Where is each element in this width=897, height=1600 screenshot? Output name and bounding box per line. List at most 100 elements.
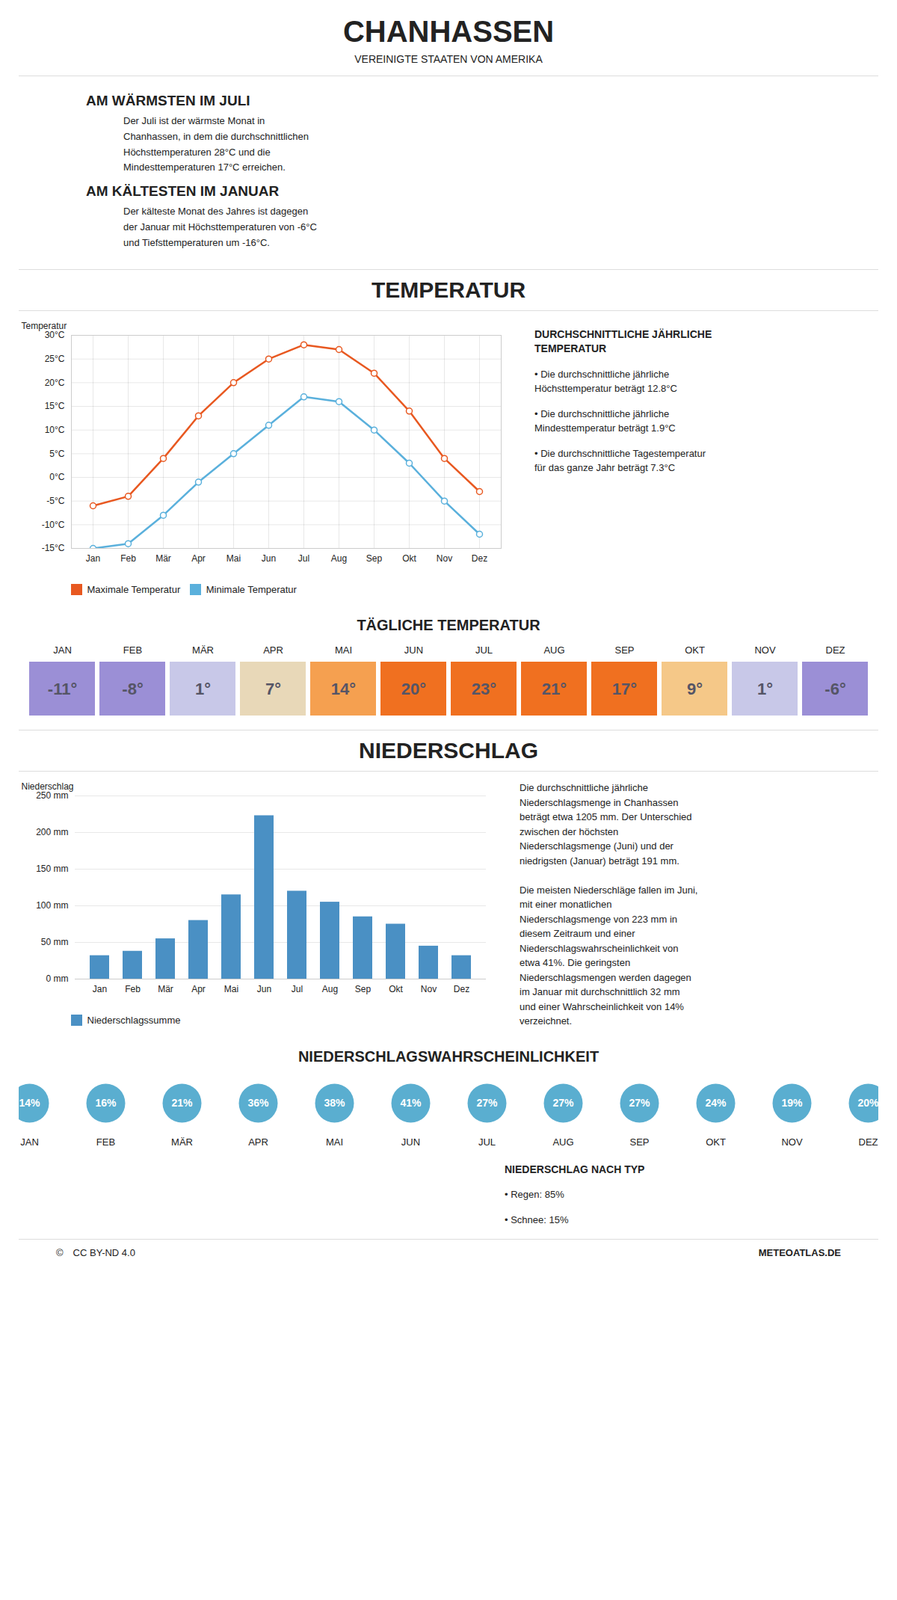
html-text:CHANHASSEN: CHANHASSEN <box>343 14 554 48</box>
svg-text:30°C: 30°C <box>44 329 66 341</box>
svg-text:JAN: JAN <box>53 644 72 656</box>
svg-text:9°: 9° <box>686 679 703 699</box>
html-text:DURCHSCHNITTLICHE JÄHRLICHE TE: DURCHSCHNITTLICHE JÄHRLICHE TEMPERATUR <box>534 327 712 355</box>
svg-text:24%: 24% <box>704 1096 727 1109</box>
svg-text:Niederschlag: Niederschlag <box>21 781 75 792</box>
svg-text:OKT: OKT <box>684 644 705 656</box>
svg-text:Okt: Okt <box>388 983 403 995</box>
svg-text:21%: 21% <box>171 1096 193 1109</box>
html-text:Der kälteste Monat des Jahres: Der kälteste Monat des Jahres ist dagege… <box>123 205 317 249</box>
svg-text:MAI: MAI <box>334 644 353 656</box>
svg-text:DEZ: DEZ <box>825 644 846 656</box>
svg-text:0 mm: 0 mm <box>46 973 69 984</box>
svg-text:Mai: Mai <box>226 553 241 564</box>
svg-text:0°C: 0°C <box>49 471 65 483</box>
svg-text:Jan: Jan <box>92 983 107 995</box>
svg-text:Mai: Mai <box>224 983 239 995</box>
svg-text:Nov: Nov <box>436 553 453 564</box>
html-text:Die durchschnittliche jährlich: Die durchschnittliche jährliche Niedersc… <box>519 781 698 1027</box>
html-text:Der Juli ist der wärmste Monat: Der Juli ist der wärmste Monat in Chanha… <box>123 115 309 173</box>
svg-text:Sep: Sep <box>355 983 372 995</box>
svg-text:20%: 20% <box>857 1096 879 1109</box>
html-text:TEMPERATUR: TEMPERATUR <box>371 277 526 302</box>
svg-text:19%: 19% <box>781 1096 803 1109</box>
svg-text:JUL: JUL <box>478 1135 496 1147</box>
svg-text:SEP: SEP <box>614 644 634 656</box>
svg-text:-5°C: -5°C <box>46 495 65 507</box>
svg-text:MÄR: MÄR <box>192 644 214 656</box>
svg-text:JUL: JUL <box>475 644 493 656</box>
svg-text:Apr: Apr <box>191 553 206 564</box>
svg-text:27%: 27% <box>628 1096 651 1109</box>
svg-text:Jun: Jun <box>261 553 276 564</box>
svg-text:NOV: NOV <box>781 1135 803 1147</box>
svg-text:27%: 27% <box>476 1096 498 1109</box>
html-text:• Die durchschnittliche jährli: • Die durchschnittliche jährliche Höchst… <box>534 368 678 395</box>
svg-text:41%: 41% <box>399 1096 422 1109</box>
svg-text:5°C: 5°C <box>49 447 65 459</box>
html-text:NIEDERSCHLAG: NIEDERSCHLAG <box>358 737 539 763</box>
svg-text:OKT: OKT <box>705 1135 726 1147</box>
svg-text:JUN: JUN <box>401 1135 421 1147</box>
svg-text:250 mm: 250 mm <box>35 790 69 801</box>
svg-text:23°: 23° <box>471 679 497 699</box>
svg-text:20°C: 20°C <box>44 376 66 388</box>
svg-text:SEP: SEP <box>629 1135 649 1147</box>
svg-text:38%: 38% <box>323 1096 346 1109</box>
svg-text:JUN: JUN <box>404 644 424 656</box>
svg-text:16%: 16% <box>94 1096 117 1109</box>
svg-text:-15°C: -15°C <box>41 542 66 554</box>
svg-text:APR: APR <box>263 644 284 656</box>
svg-text:50 mm: 50 mm <box>41 936 69 948</box>
svg-text:DEZ: DEZ <box>858 1135 879 1147</box>
svg-text:17°: 17° <box>612 679 637 699</box>
svg-text:Feb: Feb <box>120 553 137 564</box>
svg-text:100 mm: 100 mm <box>35 899 69 911</box>
svg-text:AUG: AUG <box>543 644 565 656</box>
svg-text:Mär: Mär <box>157 983 174 995</box>
svg-text:Jun: Jun <box>257 983 272 995</box>
svg-text:AUG: AUG <box>552 1135 574 1147</box>
svg-text:Mär: Mär <box>155 553 172 564</box>
svg-text:20°: 20° <box>401 679 427 699</box>
svg-text:-8°: -8° <box>121 679 143 699</box>
svg-text:-10°C: -10°C <box>41 518 66 530</box>
svg-text:14%: 14% <box>18 1096 41 1109</box>
svg-text:Dez: Dez <box>453 983 470 995</box>
svg-text:1°: 1° <box>195 679 211 699</box>
svg-text:Jul: Jul <box>291 983 303 995</box>
svg-text:15°C: 15°C <box>44 400 66 412</box>
svg-text:7°: 7° <box>265 679 282 699</box>
svg-text:MAI: MAI <box>325 1135 344 1147</box>
svg-text:MÄR: MÄR <box>171 1135 193 1147</box>
svg-text:14°: 14° <box>331 679 356 699</box>
svg-text:Jul: Jul <box>298 553 310 564</box>
svg-text:Apr: Apr <box>191 983 206 995</box>
svg-text:JAN: JAN <box>20 1135 39 1147</box>
html-text:• Die durchschnittliche jährli: • Die durchschnittliche jährliche Mindes… <box>534 407 676 434</box>
svg-text:Dez: Dez <box>471 553 488 564</box>
svg-text:25°C: 25°C <box>44 353 66 365</box>
svg-text:Okt: Okt <box>402 553 417 564</box>
svg-text:Sep: Sep <box>366 553 383 564</box>
svg-text:Aug: Aug <box>331 553 347 564</box>
svg-text:-11°: -11° <box>47 679 77 699</box>
html-text:• Die durchschnittliche Tagest: • Die durchschnittliche Tagestemperatur … <box>534 447 706 474</box>
svg-text:FEB: FEB <box>123 644 143 656</box>
svg-text:Aug: Aug <box>322 983 338 995</box>
svg-text:200 mm: 200 mm <box>35 826 69 838</box>
svg-text:27%: 27% <box>552 1096 575 1109</box>
svg-text:10°C: 10°C <box>44 424 66 436</box>
svg-text:-6°: -6° <box>824 679 846 699</box>
svg-text:1°: 1° <box>757 679 773 699</box>
svg-text:36%: 36% <box>247 1096 270 1109</box>
svg-text:FEB: FEB <box>96 1135 116 1147</box>
svg-text:Temperatur: Temperatur <box>21 320 68 332</box>
svg-text:Nov: Nov <box>420 983 437 995</box>
svg-text:Feb: Feb <box>124 983 141 995</box>
svg-text:21°: 21° <box>541 679 567 699</box>
svg-text:NOV: NOV <box>754 644 776 656</box>
svg-text:150 mm: 150 mm <box>35 863 69 874</box>
svg-text:Jan: Jan <box>85 553 101 564</box>
svg-text:APR: APR <box>248 1135 269 1147</box>
